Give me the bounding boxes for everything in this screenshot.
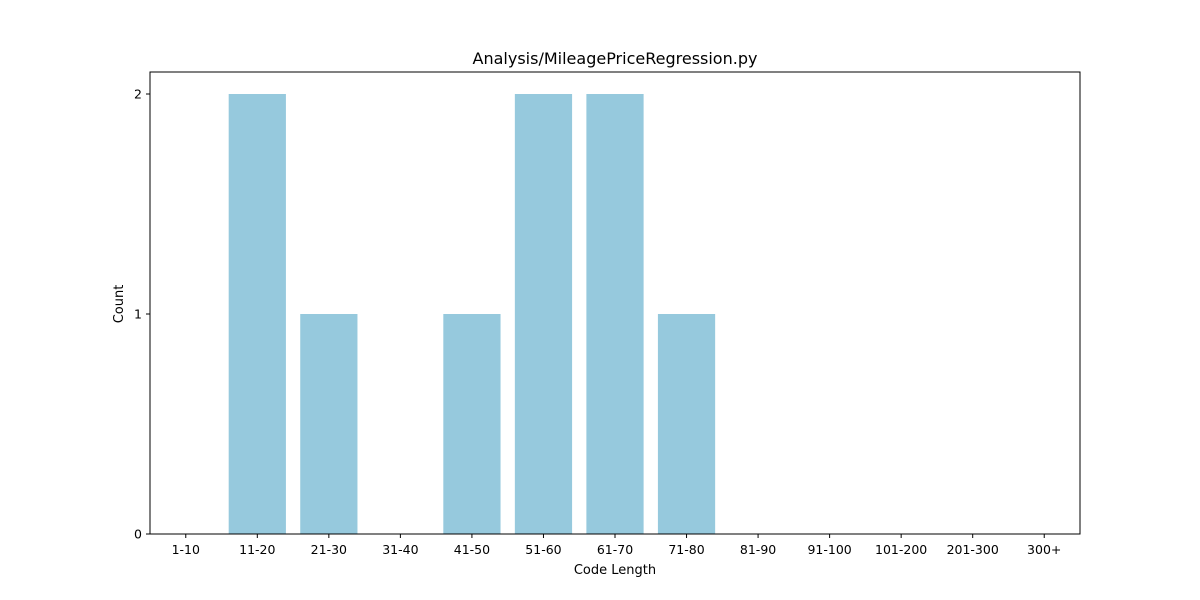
x-tick-label: 1-10 <box>172 542 200 557</box>
y-axis-label: Count <box>112 285 127 324</box>
bar-71-80 <box>657 314 716 534</box>
x-tick-label: 81-90 <box>740 542 776 557</box>
bars-group <box>228 94 716 534</box>
x-tick-label: 101-200 <box>875 542 927 557</box>
x-tick-label: 300+ <box>1027 542 1061 557</box>
x-tick-label: 11-20 <box>239 542 275 557</box>
x-tick-label: 21-30 <box>311 542 347 557</box>
bar-51-60 <box>514 94 573 534</box>
x-axis-ticks: 1-10 11-20 21-30 31-40 41-50 51-60 61-70 71-80 8… <box>172 534 1061 557</box>
y-tick-label: 1 <box>134 307 142 322</box>
bar-11-20 <box>228 94 286 534</box>
y-tick-label: 0 <box>134 527 142 542</box>
x-tick-label: 61-70 <box>597 542 633 557</box>
bar-21-30 <box>300 314 358 534</box>
y-axis-ticks: 0 1 2 <box>134 87 150 542</box>
chart-title: Analysis/MileagePriceRegression.py <box>473 49 758 68</box>
x-tick-label: 51-60 <box>525 542 561 557</box>
x-tick-label: 71-80 <box>668 542 704 557</box>
x-tick-label: 201-300 <box>947 542 999 557</box>
y-tick-label: 2 <box>134 87 142 102</box>
bar-61-70 <box>586 94 644 534</box>
x-tick-label: 91-100 <box>807 542 851 557</box>
x-tick-label: 31-40 <box>382 542 418 557</box>
x-tick-label: 41-50 <box>454 542 490 557</box>
bar-41-50 <box>443 314 501 534</box>
x-axis-label: Code Length <box>574 563 656 578</box>
